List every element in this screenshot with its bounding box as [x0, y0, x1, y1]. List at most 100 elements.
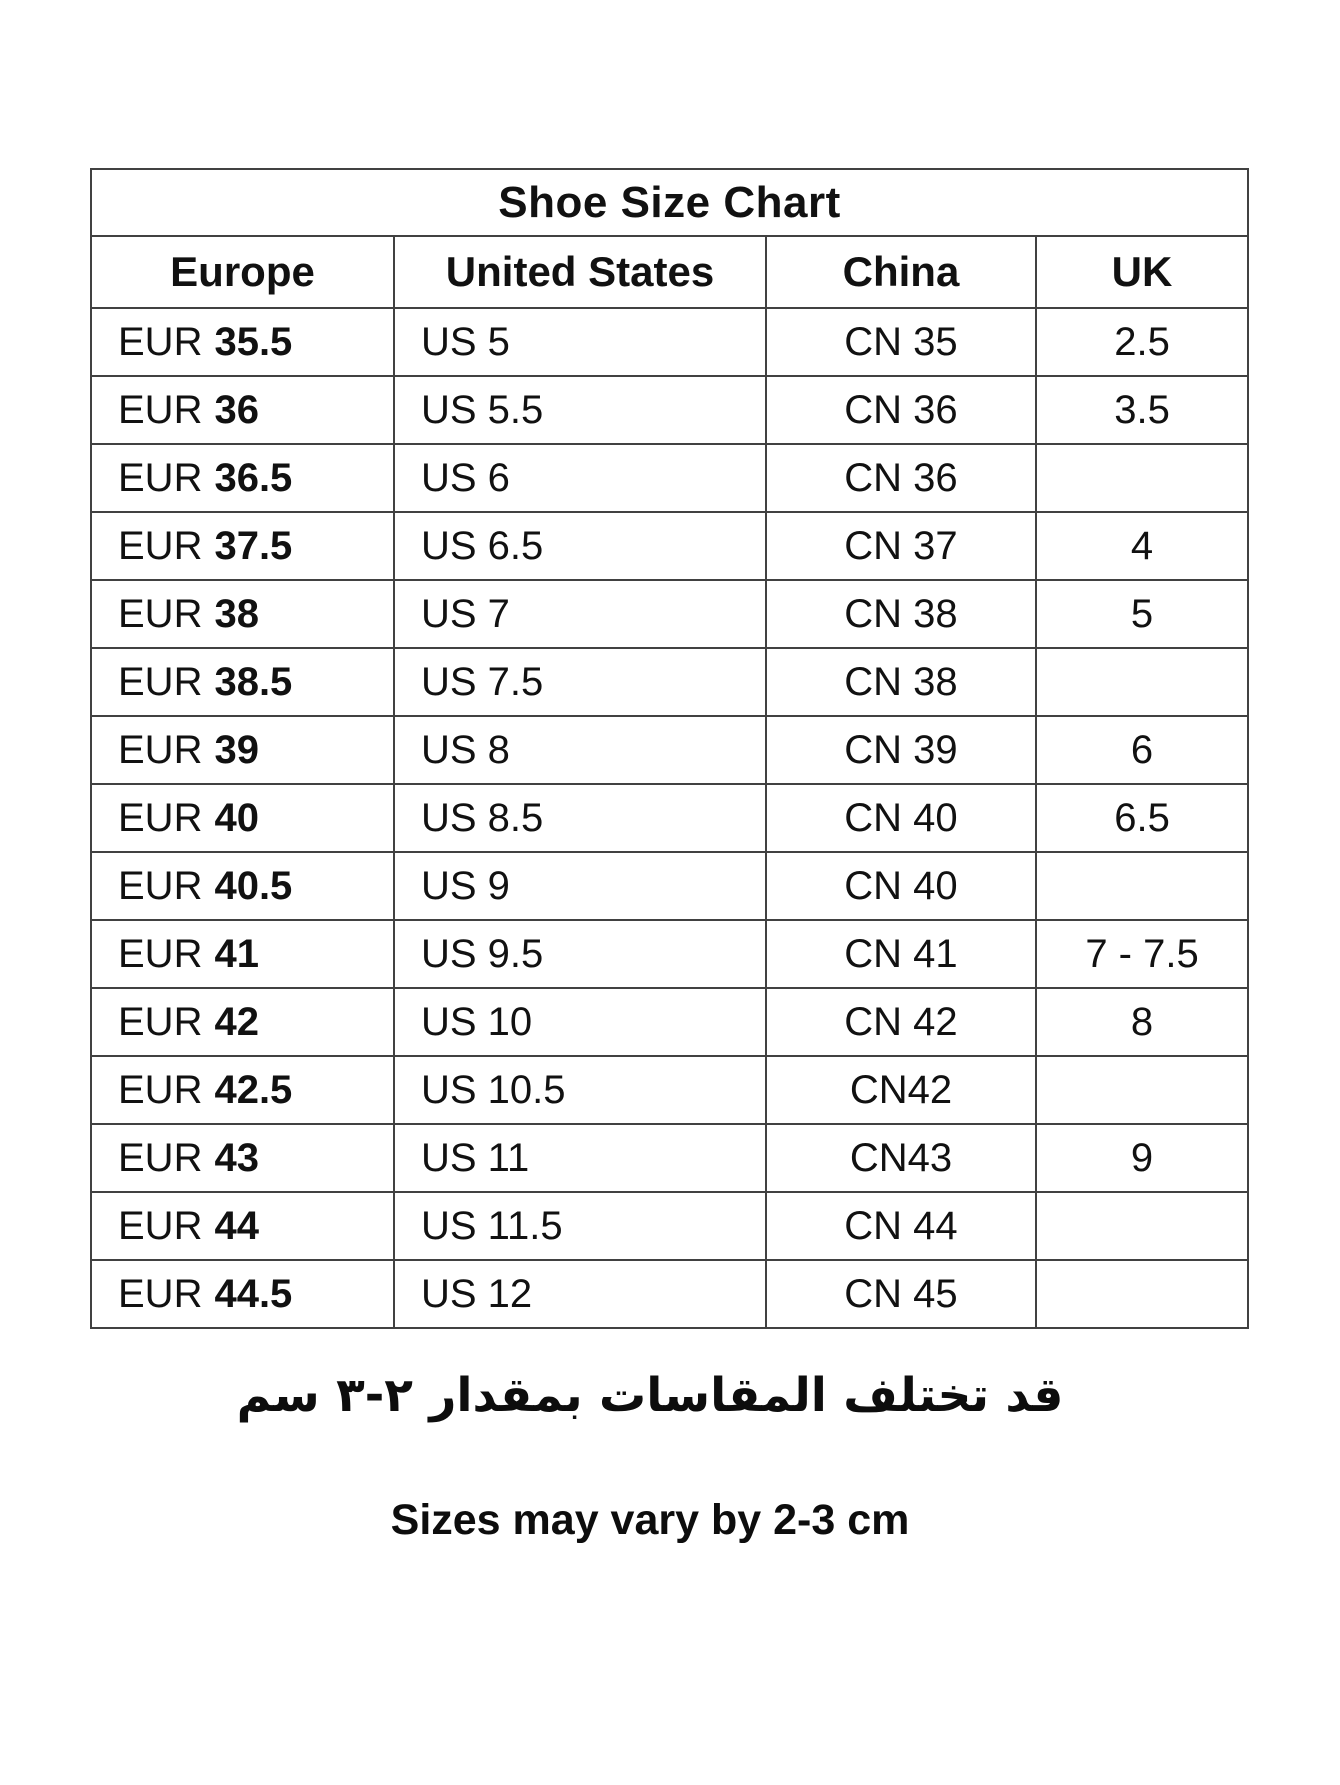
cell-china-size: CN 37: [765, 511, 1037, 581]
cell-china-size: CN 40: [765, 783, 1037, 853]
shoe-size-table: Shoe Size Chart Europe United States Chi…: [89, 168, 1250, 1329]
cell-china-size: CN 41: [765, 919, 1037, 989]
cell-china-size: CN 36: [765, 443, 1037, 513]
cell-china-size: CN 35: [765, 307, 1037, 377]
cell-china-size: CN 45: [765, 1259, 1037, 1329]
eur-prefix-label: EUR: [118, 1067, 203, 1112]
table-row: EUR 40 US 8.5 CN 40 6.5: [90, 783, 1250, 853]
table-row: EUR 42.5 US 10.5 CN42: [90, 1055, 1250, 1125]
column-header-united-states: United States: [393, 235, 767, 309]
cell-europe: EUR 39: [90, 715, 395, 785]
cell-europe: EUR 41: [90, 919, 395, 989]
eur-prefix-label: EUR: [118, 795, 203, 840]
cell-uk-size: 6: [1034, 715, 1250, 785]
eur-size-value: 44: [214, 1203, 259, 1248]
cell-china-size: CN42: [765, 1055, 1037, 1125]
cell-china-size: CN 38: [765, 647, 1037, 717]
column-header-china: China: [765, 235, 1037, 309]
cell-china-size: CN 44: [765, 1191, 1037, 1261]
eur-prefix-label: EUR: [118, 727, 203, 772]
eur-prefix-label: EUR: [118, 523, 203, 568]
cell-uk-size: 9: [1034, 1123, 1250, 1193]
cell-europe: EUR 43: [90, 1123, 395, 1193]
cell-uk-size: [1034, 443, 1250, 513]
cell-uk-size: [1034, 1055, 1250, 1125]
eur-prefix-label: EUR: [118, 591, 203, 636]
eur-size-value: 42.5: [214, 1067, 293, 1112]
table-row: EUR 43 US 11 CN43 9: [90, 1123, 1250, 1193]
cell-china-size: CN43: [765, 1123, 1037, 1193]
eur-prefix-label: EUR: [118, 931, 203, 976]
cell-us-size: US 9.5: [393, 919, 767, 989]
cell-uk-size: [1034, 1191, 1250, 1261]
cell-europe: EUR 38.5: [90, 647, 395, 717]
note-english: Sizes may vary by 2-3 cm: [390, 1496, 910, 1544]
cell-uk-size: 2.5: [1034, 307, 1250, 377]
cell-europe: EUR 44: [90, 1191, 395, 1261]
table-row: EUR 38.5 US 7.5 CN 38: [90, 647, 1250, 717]
eur-prefix-label: EUR: [118, 863, 203, 908]
table-row: EUR 42 US 10 CN 42 8: [90, 987, 1250, 1057]
eur-prefix-label: EUR: [118, 1135, 203, 1180]
cell-china-size: CN 42: [765, 987, 1037, 1057]
cell-us-size: US 7: [393, 579, 767, 649]
cell-europe: EUR 36: [90, 375, 395, 445]
eur-size-value: 36.5: [214, 455, 293, 500]
cell-europe: EUR 38: [90, 579, 395, 649]
cell-us-size: US 7.5: [393, 647, 767, 717]
eur-size-value: 44.5: [214, 1271, 293, 1316]
cell-us-size: US 11.5: [393, 1191, 767, 1261]
eur-size-value: 38.5: [214, 659, 293, 704]
table-row: EUR 41 US 9.5 CN 41 7 - 7.5: [90, 919, 1250, 989]
eur-size-value: 40: [214, 795, 259, 840]
eur-size-value: 35.5: [214, 319, 293, 364]
cell-europe: EUR 35.5: [90, 307, 395, 377]
column-header-europe: Europe: [90, 235, 395, 309]
table-row: EUR 36 US 5.5 CN 36 3.5: [90, 375, 1250, 445]
table-row: EUR 40.5 US 9 CN 40: [90, 851, 1250, 921]
cell-uk-size: 6.5: [1034, 783, 1250, 853]
eur-size-value: 43: [214, 1135, 259, 1180]
table-title: Shoe Size Chart: [89, 168, 1250, 237]
eur-size-value: 38: [214, 591, 259, 636]
cell-us-size: US 9: [393, 851, 767, 921]
cell-us-size: US 5: [393, 307, 767, 377]
eur-prefix-label: EUR: [118, 319, 203, 364]
cell-us-size: US 10: [393, 987, 767, 1057]
eur-size-value: 39: [214, 727, 259, 772]
cell-europe: EUR 42.5: [90, 1055, 395, 1125]
eur-prefix-label: EUR: [118, 1203, 203, 1248]
column-header-uk: UK: [1034, 235, 1250, 309]
cell-us-size: US 6.5: [393, 511, 767, 581]
table-row: EUR 39 US 8 CN 39 6: [90, 715, 1250, 785]
table-row: EUR 35.5 US 5 CN 35 2.5: [90, 307, 1250, 377]
eur-size-value: 41: [214, 931, 259, 976]
cell-uk-size: 7 - 7.5: [1034, 919, 1250, 989]
cell-us-size: US 8: [393, 715, 767, 785]
cell-europe: EUR 40: [90, 783, 395, 853]
table-row: EUR 44 US 11.5 CN 44: [90, 1191, 1250, 1261]
cell-europe: EUR 44.5: [90, 1259, 395, 1329]
cell-us-size: US 12: [393, 1259, 767, 1329]
cell-uk-size: [1034, 647, 1250, 717]
eur-size-value: 42: [214, 999, 259, 1044]
cell-europe: EUR 36.5: [90, 443, 395, 513]
note-arabic: قد تختلف المقاسات بمقدار ٢-٣ سم: [236, 1368, 1064, 1423]
cell-uk-size: [1034, 851, 1250, 921]
table-row: EUR 37.5 US 6.5 CN 37 4: [90, 511, 1250, 581]
cell-us-size: US 6: [393, 443, 767, 513]
cell-us-size: US 8.5: [393, 783, 767, 853]
eur-prefix-label: EUR: [118, 659, 203, 704]
cell-china-size: CN 38: [765, 579, 1037, 649]
table-row: EUR 38 US 7 CN 38 5: [90, 579, 1250, 649]
cell-china-size: CN 40: [765, 851, 1037, 921]
cell-uk-size: 8: [1034, 987, 1250, 1057]
eur-prefix-label: EUR: [118, 455, 203, 500]
cell-europe: EUR 37.5: [90, 511, 395, 581]
cell-uk-size: 4: [1034, 511, 1250, 581]
cell-us-size: US 5.5: [393, 375, 767, 445]
table-row: EUR 36.5 US 6 CN 36: [90, 443, 1250, 513]
eur-size-value: 37.5: [214, 523, 293, 568]
cell-us-size: US 10.5: [393, 1055, 767, 1125]
